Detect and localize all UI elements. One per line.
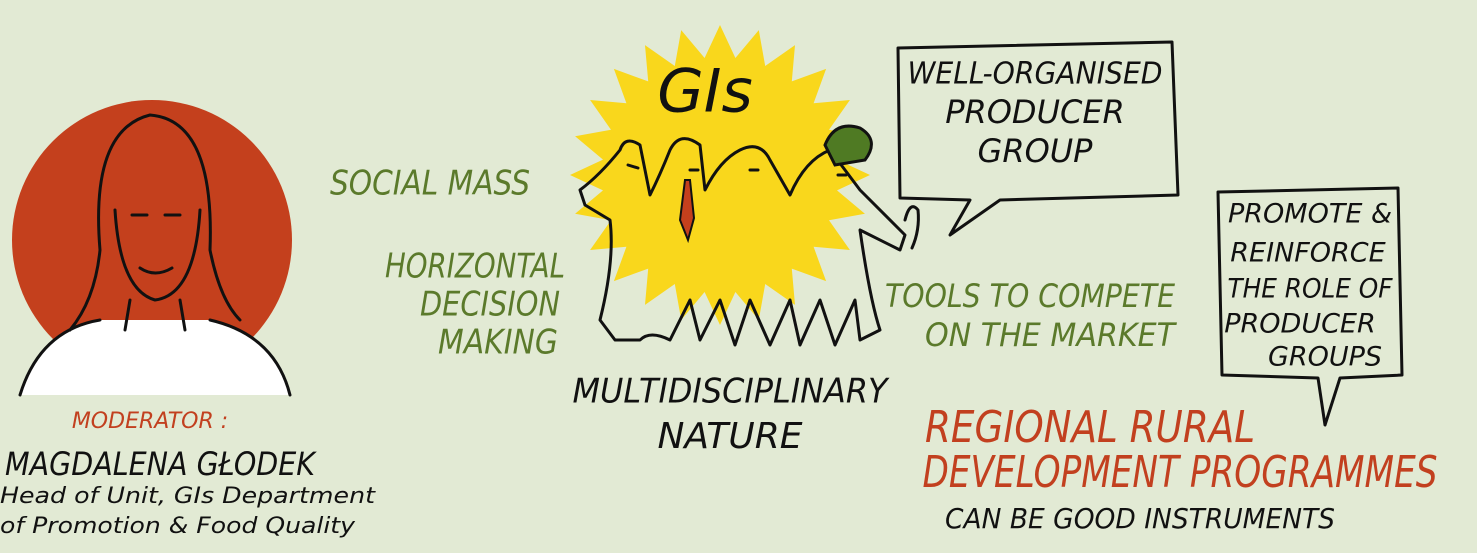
bubble-text: PRODUCER xyxy=(1224,309,1376,340)
horizontal-line: DECISION xyxy=(420,285,560,325)
center-title: GIs xyxy=(657,57,752,127)
moderator-title: of Promotion & Food Quality xyxy=(0,514,356,539)
instruments: CAN BE GOOD INSTRUMENTS xyxy=(945,502,1335,535)
regional-line: DEVELOPMENT PROGRAMMES xyxy=(923,447,1438,498)
bubble-text: GROUP xyxy=(978,132,1094,170)
bubble-text: REINFORCE xyxy=(1230,238,1385,269)
tools-line: TOOLS TO COMPETE xyxy=(885,277,1176,315)
horizontal-line: MAKING xyxy=(438,323,558,363)
bubble-text: WELL-ORGANISED xyxy=(908,57,1163,92)
illustration: MODERATOR : MAGDALENA GŁODEK Head of Uni… xyxy=(0,0,1477,553)
bubble-text: PRODUCER xyxy=(945,93,1125,131)
center-caption: NATURE xyxy=(657,416,802,457)
tools-line: ON THE MARKET xyxy=(925,316,1177,354)
moderator-title: Head of Unit, GIs Department xyxy=(0,484,377,509)
bubble-text: PROMOTE & xyxy=(1228,199,1392,230)
horizontal-line: HORIZONTAL xyxy=(385,247,565,287)
bubble-text: GROUPS xyxy=(1268,342,1382,373)
bubble-text: THE ROLE OF xyxy=(1228,274,1393,305)
social-mass: SOCIAL MASS xyxy=(330,164,530,204)
role: MODERATOR : xyxy=(72,409,228,434)
moderator-name: MAGDALENA GŁODEK xyxy=(5,445,318,483)
regional-line: REGIONAL RURAL xyxy=(925,402,1255,453)
center-caption: MULTIDISCIPLINARY xyxy=(573,372,890,412)
portrait xyxy=(12,100,292,395)
